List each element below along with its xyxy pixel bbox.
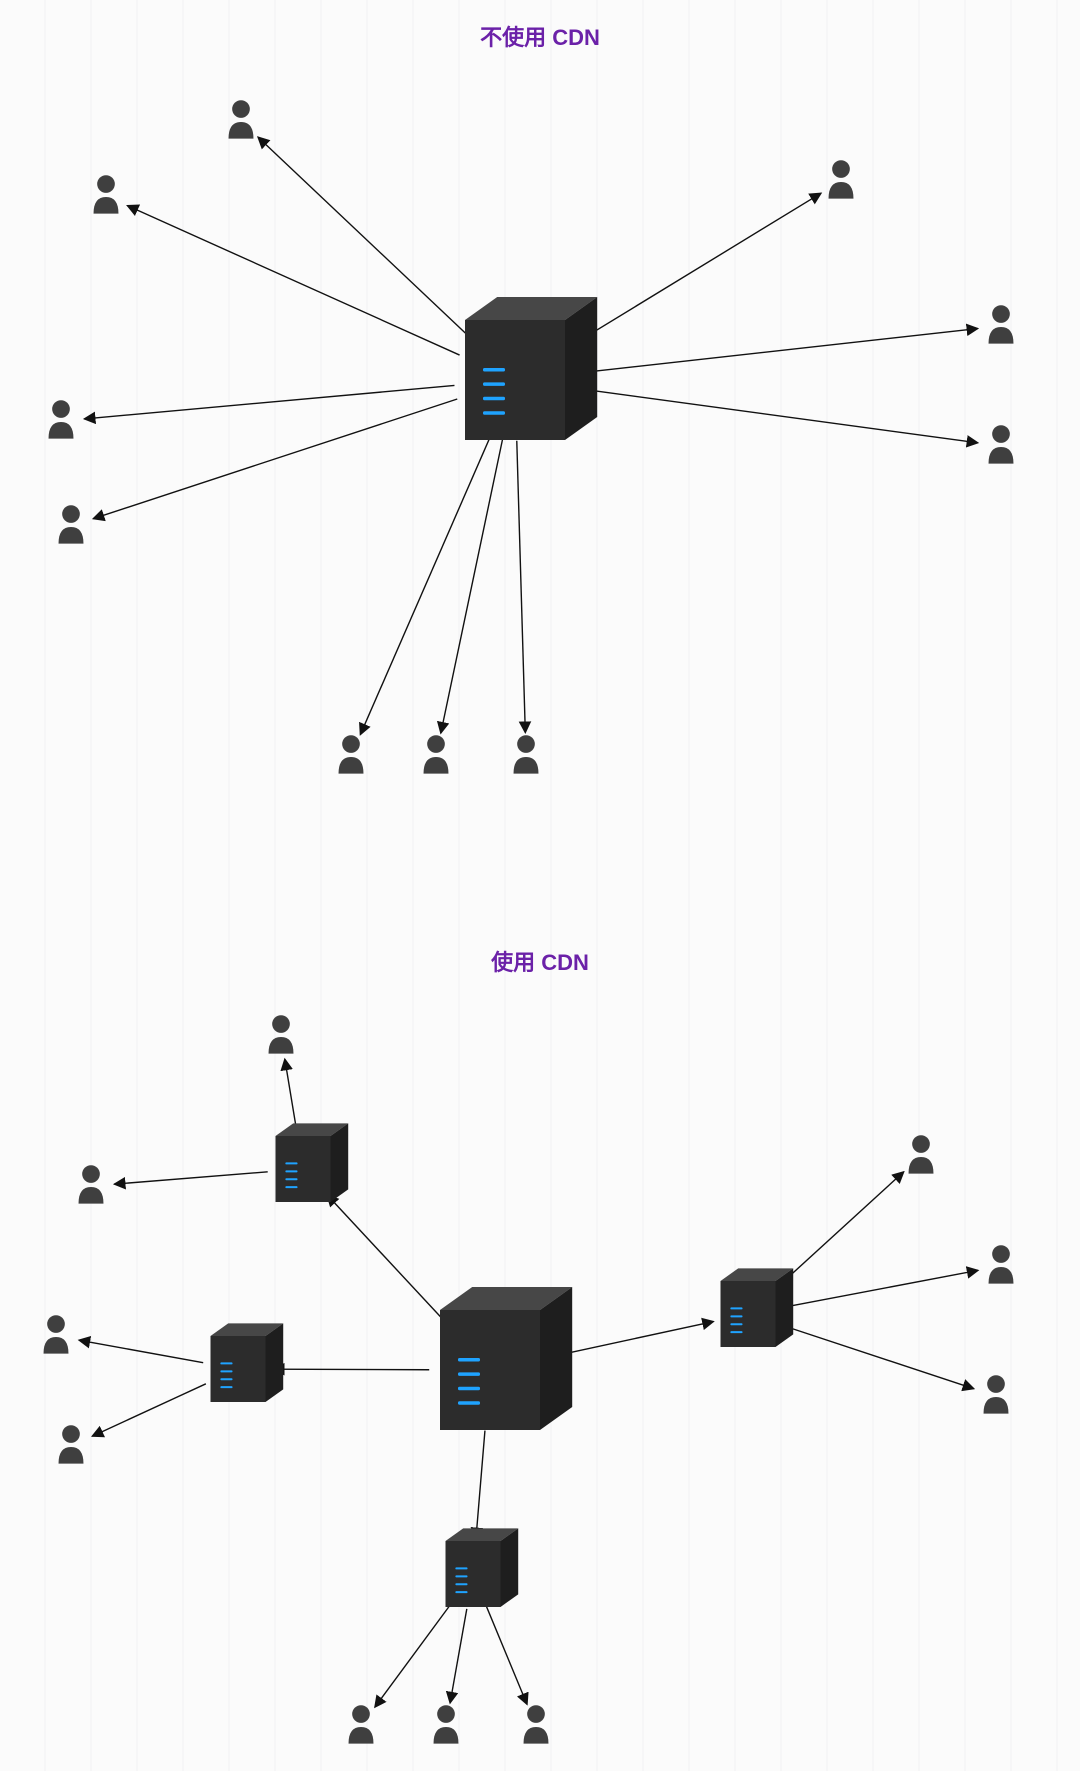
user-icon xyxy=(524,1705,549,1743)
server-origin-b xyxy=(440,1287,572,1430)
connection-arrow xyxy=(549,1322,713,1358)
user-icon xyxy=(59,505,84,543)
connection-arrow xyxy=(273,1369,429,1370)
server-edge xyxy=(211,1323,284,1402)
connection-arrow xyxy=(375,1602,452,1707)
connection-arrow xyxy=(258,137,471,338)
user-icon xyxy=(59,1425,84,1463)
connection-arrow xyxy=(567,193,821,348)
user-icon xyxy=(339,735,364,773)
user-icon xyxy=(909,1135,934,1173)
connection-arrow xyxy=(575,388,978,443)
user-icon xyxy=(424,735,449,773)
connection-arrow xyxy=(476,1431,485,1539)
connection-arrow xyxy=(327,1195,448,1326)
user-icon xyxy=(434,1705,459,1743)
connection-arrow xyxy=(93,399,457,519)
connection-arrow xyxy=(487,1607,527,1705)
user-icon xyxy=(269,1015,294,1053)
page: 不使用 CDN 使用 CDN xyxy=(0,0,1080,1771)
diagram-a-nodes xyxy=(49,100,1014,773)
connection-arrow xyxy=(450,1609,467,1703)
connection-arrow xyxy=(285,1059,297,1134)
connection-arrow xyxy=(782,1325,974,1389)
network-diagram xyxy=(0,0,1080,1771)
connection-arrow xyxy=(84,385,454,418)
user-icon xyxy=(989,305,1014,343)
server-edge xyxy=(276,1123,349,1202)
server-edge xyxy=(721,1268,794,1347)
connection-arrow xyxy=(114,1172,267,1184)
connection-arrow xyxy=(783,1270,978,1307)
user-icon xyxy=(49,400,74,438)
user-icon xyxy=(44,1315,69,1353)
user-icon xyxy=(514,735,539,773)
user-icon xyxy=(94,175,119,213)
user-icon xyxy=(984,1375,1009,1413)
user-icon xyxy=(349,1705,374,1743)
connection-arrow xyxy=(79,1340,203,1363)
connection-arrow xyxy=(575,329,977,374)
user-icon xyxy=(829,160,854,198)
server-origin-a xyxy=(465,297,597,440)
diagram-b-nodes xyxy=(44,1015,1014,1743)
user-icon xyxy=(989,1245,1014,1283)
user-icon xyxy=(79,1165,104,1203)
connection-arrow xyxy=(360,436,490,735)
connection-arrow xyxy=(92,1384,206,1436)
connection-arrow xyxy=(774,1172,904,1290)
connection-arrow xyxy=(441,439,503,733)
user-icon xyxy=(989,425,1014,463)
server-edge xyxy=(446,1528,519,1607)
user-icon xyxy=(229,100,254,138)
connection-arrow xyxy=(517,441,526,733)
